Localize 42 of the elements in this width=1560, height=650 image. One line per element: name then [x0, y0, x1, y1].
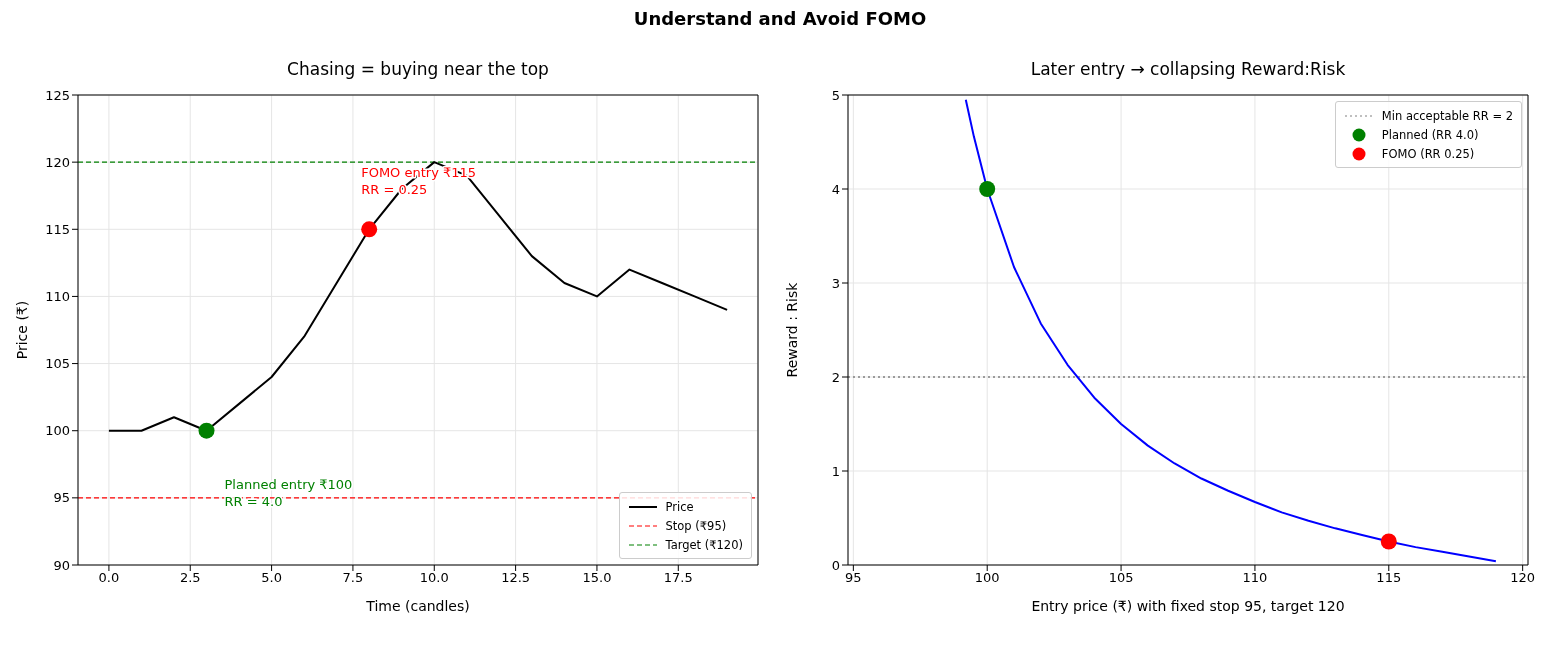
y-tick-label: 0	[831, 557, 840, 573]
x-tick-label: 110	[1242, 570, 1268, 586]
y-tick-label: 125	[45, 87, 70, 103]
x-tick-label: 115	[1376, 570, 1402, 586]
y-tick-label: 120	[45, 154, 70, 170]
x-tick-label: 12.5	[501, 570, 531, 586]
x-tick-label: 17.5	[663, 570, 693, 586]
legend-label: Planned (RR 4.0)	[1381, 127, 1479, 142]
y-tick-label: 2	[831, 369, 840, 385]
annotation: Planned entry ₹100 RR = 4.0	[224, 476, 353, 509]
chart-title: Chasing = buying near the top	[286, 59, 550, 81]
x-tick-label: 5.0	[261, 570, 282, 586]
y-tick-label: 3	[831, 275, 840, 291]
y-axis-title: Reward : Risk	[783, 281, 800, 378]
legend-label: FOMO (RR 0.25)	[1381, 146, 1475, 161]
y-tick-label: 100	[45, 423, 70, 439]
x-axis-title: Time (candles)	[365, 598, 470, 614]
x-tick-label: 15.0	[582, 570, 612, 586]
y-axis-title: Price (₹)	[13, 300, 30, 360]
y-tick-label: 1	[831, 463, 840, 479]
x-tick-label: 7.5	[342, 570, 364, 586]
legend-label: Target (₹120)	[665, 537, 743, 552]
legend-label: Stop (₹95)	[665, 518, 727, 533]
y-tick-label: 115	[45, 221, 70, 237]
x-axis-title: Entry price (₹) with fixed stop 95, target 120	[1031, 598, 1345, 614]
y-tick-label: 95	[53, 490, 70, 506]
x-tick-label: 2.5	[179, 570, 201, 586]
legend-label: Price	[665, 499, 694, 514]
legend-label: Min acceptable RR = 2	[1381, 108, 1513, 123]
y-tick-label: 5	[831, 87, 840, 103]
y-tick-label: 110	[45, 289, 70, 305]
x-tick-label: 100	[974, 570, 1000, 586]
x-tick-label: 95	[845, 570, 862, 586]
y-tick-label: 4	[831, 181, 840, 197]
x-tick-label: 0.0	[98, 570, 120, 586]
x-tick-label: 120	[1510, 570, 1536, 586]
chart-title: Later entry → collapsing Reward:Risk	[1029, 59, 1347, 81]
text: Understand and Avoid FOMO	[632, 8, 928, 29]
x-tick-label: 105	[1108, 570, 1134, 586]
y-tick-label: 105	[45, 356, 70, 372]
y-tick-label: 90	[53, 557, 70, 573]
x-tick-label: 10.0	[419, 570, 449, 586]
